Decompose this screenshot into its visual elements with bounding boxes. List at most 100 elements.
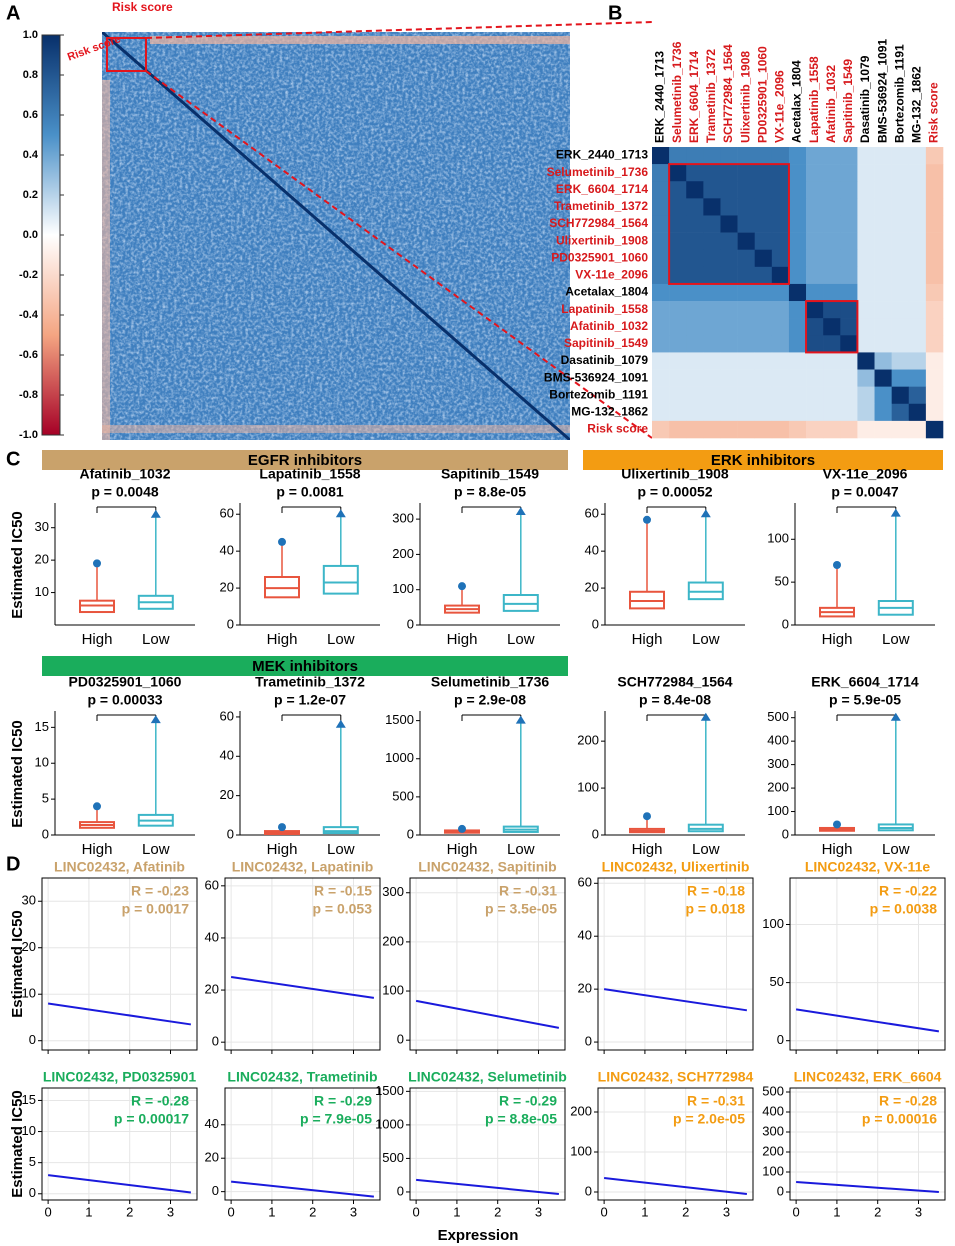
- heatmap-cell: [857, 386, 875, 405]
- y-tick-label: 200: [570, 1103, 592, 1118]
- heatmap-cell: [652, 318, 670, 336]
- heatmap-cell: [823, 420, 841, 439]
- y-tick-label: 40: [205, 929, 219, 944]
- y-tick-label: 400: [762, 1103, 784, 1118]
- plot-title: LINC02432, SCH772984: [598, 1069, 754, 1085]
- heatmap-cell: [669, 420, 687, 439]
- heatmap-cell: [823, 249, 841, 268]
- heatmap-cell: [874, 352, 892, 370]
- y-tick-label: 0: [407, 616, 414, 631]
- heatmap-cell: [686, 181, 704, 199]
- heatmap-cell: [737, 369, 756, 387]
- p-value: p = 2.9e-08: [454, 692, 526, 708]
- y-tick-label: 500: [392, 788, 414, 803]
- heatmap-cell: [788, 403, 807, 422]
- heatmap-cell: [788, 318, 807, 336]
- fit-line: [47, 1174, 192, 1194]
- y-tick-label: 1500: [385, 712, 414, 727]
- plot-frame: [41, 1087, 198, 1201]
- heatmap-cell: [891, 318, 910, 336]
- outlier-point: [150, 715, 161, 724]
- heatmap-cell: [652, 403, 670, 422]
- heatmap-cell: [737, 232, 756, 251]
- plot-frame: [41, 877, 198, 1051]
- box: [322, 564, 359, 595]
- heatmap-cell: [840, 164, 858, 182]
- y-tick-label: 0: [42, 826, 49, 841]
- y-tick-label: 10: [35, 584, 49, 599]
- heatmap-cell: [652, 352, 670, 370]
- heatmap-cell: [686, 215, 704, 233]
- colorbar-tick-label: -1.0: [19, 429, 38, 441]
- column-label: ERK_2440_1713: [653, 51, 667, 143]
- heatmap-cell: [652, 147, 670, 165]
- x-tick-label: 2: [682, 1204, 689, 1219]
- r-value: R = -0.31: [499, 883, 557, 899]
- heatmap-cell: [925, 403, 944, 422]
- heatmap-cell: [874, 386, 892, 405]
- heatmap-cell: [720, 249, 738, 268]
- heatmap-cell: [788, 369, 807, 387]
- heatmap-cell: [720, 283, 738, 302]
- x-tick-label: High: [82, 631, 113, 648]
- heatmap-cell: [925, 283, 944, 302]
- heatmap-cell: [788, 232, 807, 251]
- heatmap-cell: [737, 403, 756, 422]
- heatmap-cell: [908, 420, 927, 439]
- heatmap-cell: [652, 335, 670, 353]
- x-tick-label: 0: [45, 1204, 52, 1219]
- x-tick-label: High: [632, 631, 663, 648]
- heatmap-cell: [806, 301, 824, 319]
- heatmap-cell: [823, 198, 841, 216]
- x-tick-label: Low: [142, 841, 170, 858]
- heatmap-cell: [806, 369, 824, 387]
- column-label: Ulixertinib_1908: [738, 51, 752, 143]
- y-tick-label: 100: [767, 803, 789, 818]
- heatmap-cell: [788, 181, 807, 199]
- y-tick-label: 20: [578, 981, 592, 996]
- heatmap-cell: [891, 352, 910, 370]
- heatmap-cell: [686, 283, 704, 302]
- p-value: p = 8.8e-05: [454, 484, 526, 500]
- p-value: p = 7.9e-05: [300, 1111, 372, 1127]
- heatmap-cell: [857, 403, 875, 422]
- column-label: MG-132_1862: [909, 66, 923, 143]
- column-label: ERK_6604_1714: [687, 51, 701, 143]
- heatmap-cell: [788, 215, 807, 233]
- heatmap-cell: [652, 249, 670, 268]
- y-tick-label: 500: [382, 1150, 404, 1165]
- column-label: Dasatinib_1079: [858, 55, 872, 143]
- p-value: p = 0.0047: [831, 484, 899, 500]
- x-tick-label: 3: [535, 1204, 542, 1219]
- heatmap-cell: [891, 181, 910, 199]
- heatmap-cell: [754, 164, 773, 182]
- r-value: R = -0.18: [687, 883, 745, 899]
- heatmap-cell: [908, 301, 927, 319]
- heatmap-cell: [857, 215, 875, 233]
- y-tick-label: 100: [767, 531, 789, 546]
- heatmap-cell: [652, 181, 670, 199]
- plot-frame: [597, 1087, 754, 1201]
- p-value: p = 3.5e-05: [485, 901, 557, 917]
- heatmap-cell: [686, 147, 704, 165]
- outlier-point: [93, 802, 101, 811]
- p-value: p = 2.0e-05: [673, 1111, 745, 1127]
- heatmap-cell: [840, 198, 858, 216]
- x-tick-label: Low: [507, 631, 535, 648]
- heatmap-cell: [754, 301, 773, 319]
- heatmap-cell: [908, 335, 927, 353]
- x-tick-label: Low: [882, 631, 910, 648]
- x-tick-label: Low: [327, 631, 355, 648]
- outlier-point: [643, 812, 651, 821]
- plot-title: LINC02432, Trametinib: [227, 1069, 377, 1085]
- heatmap-cell: [874, 283, 892, 302]
- highlight-box: [805, 300, 859, 354]
- p-value: p = 0.00033: [87, 692, 162, 708]
- heatmap-cell: [925, 369, 944, 387]
- heatmap-cell: [754, 386, 773, 405]
- heatmap-cell: [908, 164, 927, 182]
- plot-title: LINC02432, Ulixertinib: [602, 859, 750, 875]
- heatmap-cell: [754, 147, 773, 165]
- y-tick-label: 100: [382, 982, 404, 997]
- y-tick-label: 300: [392, 511, 414, 526]
